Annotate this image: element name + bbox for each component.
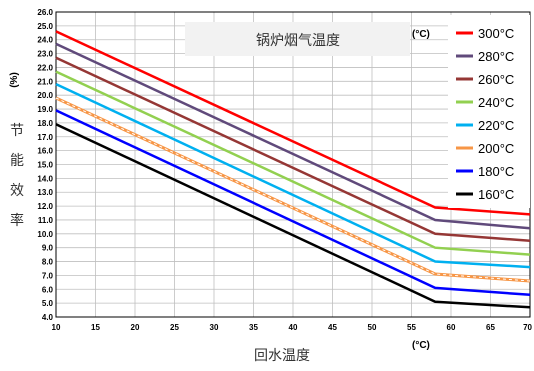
y-tick-label: 12.0: [37, 202, 53, 211]
x-axis-title: 回水温度: [254, 348, 310, 364]
y-tick-label: 19.0: [37, 105, 53, 114]
y-tick-label: 25.0: [37, 22, 53, 31]
legend-label: 240°C: [478, 95, 514, 110]
x-tick-label: 20: [131, 323, 140, 332]
x-tick-label: 15: [91, 323, 100, 332]
y-tick-label: 8.0: [42, 258, 54, 267]
x-tick-label: 10: [52, 323, 61, 332]
y-axis-title-char: 效: [10, 183, 24, 199]
y-tick-label: 9.0: [42, 244, 54, 253]
series-line-280c: [55, 42, 531, 230]
series-line-220c: [55, 82, 531, 269]
legend-label: 300°C: [478, 26, 514, 41]
series-line-180c: [55, 109, 531, 297]
y-tick-label: 26.0: [37, 8, 53, 17]
x-tick-label: 50: [368, 323, 377, 332]
y-tick-label: 4.0: [42, 313, 54, 322]
y-tick-label: 11.0: [38, 216, 54, 225]
y-unit: (%): [9, 72, 20, 88]
y-tick-label: 5.0: [42, 299, 54, 308]
x-axis-ticks: 10 15 20 25 30 35 40 45 50 55 60 65 70: [52, 323, 533, 332]
legend-box: [448, 15, 530, 208]
y-axis-title-char: 率: [10, 212, 24, 229]
y-tick-label: 18.0: [37, 119, 53, 128]
x-tick-label: 40: [289, 323, 298, 332]
series-line-300c: [55, 30, 531, 216]
title-unit: (°C): [412, 29, 430, 40]
y-axis-title-char: 节: [10, 123, 24, 139]
y-tick-label: 23.0: [37, 50, 53, 59]
title-box: [185, 22, 410, 56]
y-tick-label: 6.0: [42, 285, 54, 294]
y-tick-label: 16.0: [37, 147, 53, 156]
legend-label: 180°C: [478, 164, 514, 179]
legend: 300°C 280°C 260°C 240°C 220°C 200°C 180°C 160°C: [448, 15, 530, 208]
y-tick-label: 22.0: [37, 63, 53, 72]
chart-title: 锅炉烟气温度: [256, 33, 340, 49]
legend-label: 220°C: [478, 118, 514, 133]
y-tick-label: 10.0: [37, 230, 53, 239]
legend-label: 260°C: [478, 72, 514, 87]
series-lines: [55, 30, 531, 309]
legend-label: 160°C: [478, 187, 514, 202]
series-line-260c: [55, 56, 531, 243]
y-tick-label: 20.0: [37, 91, 53, 100]
y-tick-label: 7.0: [42, 271, 54, 280]
y-tick-label: 14.0: [37, 174, 53, 183]
y-axis-ticks: 4.0 5.0 6.0 7.0 8.0 9.0 10.0 11.0 12.0 13.0 14.0 15…: [37, 8, 53, 322]
legend-label: 280°C: [478, 49, 514, 64]
x-tick-label: 60: [447, 323, 456, 332]
series-line-240c: [55, 70, 531, 256]
legend-label: 200°C: [478, 141, 514, 156]
x-tick-label: 25: [170, 323, 179, 332]
y-tick-label: 13.0: [37, 188, 53, 197]
series-line-160c: [55, 123, 531, 309]
x-tick-label: 30: [210, 323, 219, 332]
y-tick-label: 15.0: [37, 161, 53, 170]
y-tick-label: 21.0: [37, 77, 53, 86]
x-tick-label: 35: [249, 323, 258, 332]
y-tick-label: 17.0: [37, 133, 53, 142]
y-axis-title-char: 能: [10, 153, 24, 169]
series-line-dash-overlay: [55, 97, 531, 282]
x-tick-label: 45: [328, 323, 337, 332]
x-tick-label: 65: [486, 323, 495, 332]
x-unit: (°C): [412, 340, 430, 351]
y-tick-label: 24.0: [37, 36, 53, 45]
x-tick-label: 70: [523, 323, 532, 332]
x-tick-label: 55: [407, 323, 416, 332]
